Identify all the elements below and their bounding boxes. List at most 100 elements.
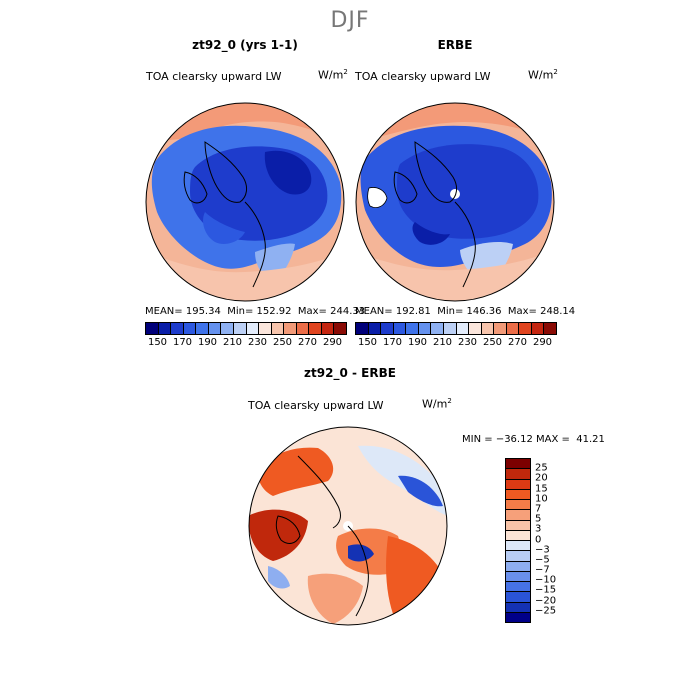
colorbar-swatch [506, 479, 530, 490]
colorbar-tick-label: 150 [357, 337, 378, 348]
map-border [248, 426, 448, 626]
colorbar-tick-label: 210 [432, 337, 453, 348]
colorbar-tick-label: 190 [197, 337, 218, 348]
colorbar-swatch [506, 582, 530, 593]
positive-region-s [307, 573, 363, 624]
colorbar-swatch [183, 323, 197, 334]
colorbar-swatch [196, 323, 209, 334]
colorbar-swatch [506, 592, 530, 603]
panel-3-unit: W/m2 [422, 397, 452, 411]
colorbar-swatch [309, 323, 322, 334]
colorbar-swatch [506, 510, 530, 521]
colorbar-tick-label: −5 [535, 554, 550, 566]
colorbar-swatch [259, 323, 272, 334]
colorbar-tick-label: 230 [457, 337, 478, 348]
colorbar-swatch [506, 323, 520, 334]
colorbar-swatch [544, 323, 556, 334]
colorbar-tick-label: 170 [382, 337, 403, 348]
colorbar-tick-label: 170 [172, 337, 193, 348]
map-border [355, 102, 555, 302]
colorbar-swatch [208, 323, 222, 334]
colorbar-swatch [146, 323, 159, 334]
panel-2-unit: W/m2 [528, 68, 558, 82]
colorbar-swatch [393, 323, 407, 334]
panel-2-subtitle: TOA clearsky upward LW [355, 70, 491, 83]
colorbar-swatch [506, 541, 530, 552]
panel-1-stats: MEAN= 195.34 Min= 152.92 Max= 244.33 [145, 306, 366, 317]
colorbar-tick-label: 150 [147, 337, 168, 348]
coastline [414, 141, 476, 288]
colorbar-tick-label: −7 [535, 564, 550, 576]
colorbar-swatch [506, 530, 530, 541]
panel-3-title: zt92_0 - ERBE [304, 366, 396, 380]
colorbar-swatch [456, 323, 470, 334]
colorbar-swatch [368, 323, 382, 334]
colorbar-swatch [506, 571, 530, 582]
pole-hole [450, 189, 460, 199]
colorbar-tick-label: 190 [407, 337, 428, 348]
map-border [145, 102, 345, 302]
colorbar-swatch [531, 323, 545, 334]
coldest-region [264, 150, 312, 195]
colorbar-tick-label: −3 [535, 544, 550, 556]
negative-region-sw [268, 566, 290, 589]
colorbar-tick-label: −15 [535, 584, 557, 596]
colorbar-tick-label: 270 [507, 337, 528, 348]
panel-1-map [145, 102, 345, 302]
coastline-greenland [275, 515, 301, 544]
panel-2-map [355, 102, 555, 302]
colorbar-swatch [221, 323, 234, 334]
coastline [204, 141, 266, 288]
colorbar-tick-label: 7 [535, 503, 542, 515]
colorbar-tick-label: −10 [535, 574, 557, 586]
colorbar-tick-label: 15 [535, 483, 548, 495]
colorbar-swatch [296, 323, 310, 334]
colorbar-swatch [406, 323, 419, 334]
panel-1-title: zt92_0 (yrs 1-1) [192, 38, 298, 52]
colorbar-tick-label: 290 [532, 337, 553, 348]
colorbar-swatch [506, 469, 530, 480]
cold-region-core [397, 144, 539, 239]
colorbar-swatch [431, 323, 444, 334]
colorbar-swatch [469, 323, 482, 334]
colorbar-swatch [321, 323, 335, 334]
diff-colorbar [505, 458, 531, 623]
greenland-region [203, 212, 245, 244]
colorbar-tick-label: 250 [272, 337, 293, 348]
colorbar-swatch [506, 561, 530, 572]
colorbar-swatch [506, 500, 530, 511]
coastline-greenland [393, 171, 418, 204]
negative-region-center [348, 544, 374, 562]
colorbar-swatch [481, 323, 495, 334]
page-title: DJF [330, 8, 370, 33]
panel-3-map [248, 426, 448, 626]
panel-2-colorbar [355, 322, 557, 335]
colorbar-tick-label: 0 [535, 534, 542, 545]
missing-data-patch [367, 187, 388, 208]
colorbar-tick-label: 210 [222, 337, 243, 348]
colorbar-swatch [506, 551, 530, 562]
colorbar-swatch [494, 323, 507, 334]
negative-region-ne [398, 475, 443, 507]
colorbar-tick-label: 3 [535, 523, 542, 535]
colorbar-swatch [506, 602, 530, 613]
colorbar-tick-label: 270 [297, 337, 318, 348]
colorbar-swatch [334, 323, 346, 334]
colorbar-swatch [506, 520, 530, 531]
colorbar-tick-label: 5 [535, 513, 542, 525]
colorbar-tick-label: 250 [482, 337, 503, 348]
colorbar-swatch [158, 323, 172, 334]
panel-2-title: ERBE [437, 38, 473, 52]
colorbar-swatch [519, 323, 532, 334]
positive-region-nw [257, 447, 334, 496]
panel-1-unit: W/m2 [318, 68, 348, 82]
colorbar-swatch [381, 323, 394, 334]
colorbar-tick-label: 290 [322, 337, 343, 348]
panel-2-stats: MEAN= 192.81 Min= 146.36 Max= 248.14 [355, 306, 576, 317]
colorbar-tick-label: 20 [535, 472, 548, 484]
colorbar-swatch [506, 612, 530, 622]
colorbar-tick-label: 230 [247, 337, 268, 348]
colorbar-swatch [284, 323, 297, 334]
coastline-greenland [183, 171, 208, 204]
colorbar-swatch [246, 323, 260, 334]
